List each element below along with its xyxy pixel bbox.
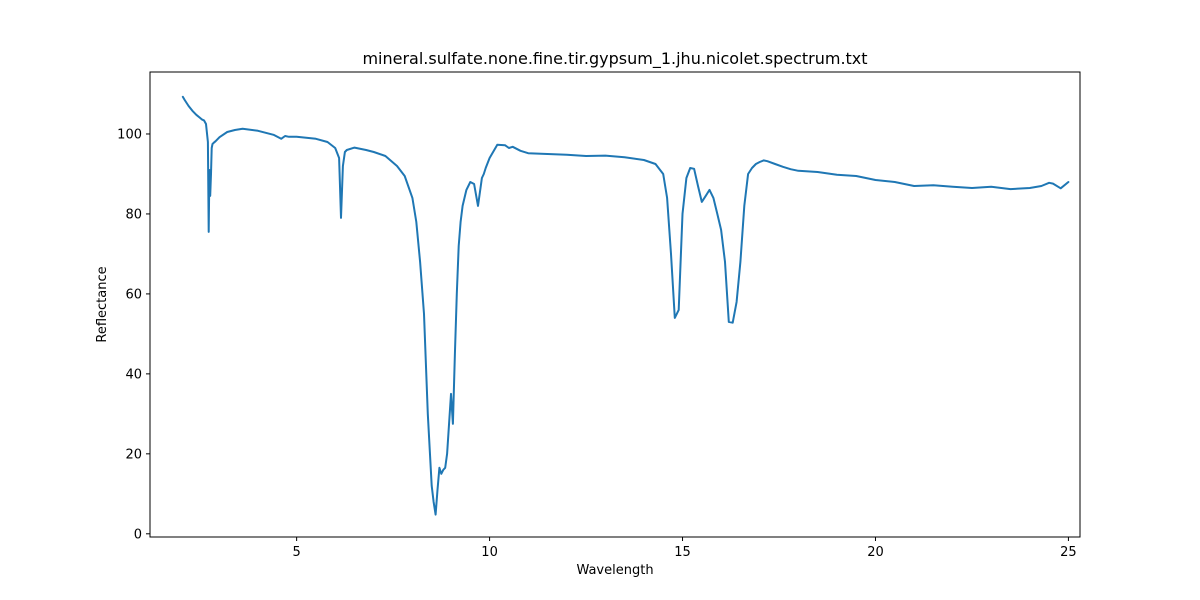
x-axis-ticks: 5 10 15 20 25	[292, 537, 1077, 560]
y-tick-label: 60	[125, 287, 142, 302]
y-axis-label: Reflectance	[95, 266, 110, 342]
x-tick-label: 15	[674, 545, 691, 560]
y-tick-label: 0	[134, 527, 142, 542]
y-tick-label: 40	[125, 367, 142, 382]
plot-area	[150, 72, 1080, 537]
x-tick-label: 5	[292, 545, 300, 560]
y-tick-label: 20	[125, 447, 142, 462]
y-tick-label: 100	[117, 127, 142, 142]
y-axis-ticks: 0 20 40 60 80 100	[117, 127, 150, 542]
chart-title: mineral.sulfate.none.fine.tir.gypsum_1.j…	[362, 49, 867, 69]
x-tick-label: 10	[481, 545, 498, 560]
y-tick-label: 80	[125, 207, 142, 222]
reflectance-series-line	[181, 95, 1070, 516]
x-axis-label: Wavelength	[576, 563, 653, 578]
plot-frame	[149, 71, 1081, 538]
x-tick-label: 20	[867, 545, 884, 560]
x-tick-label: 25	[1060, 545, 1077, 560]
